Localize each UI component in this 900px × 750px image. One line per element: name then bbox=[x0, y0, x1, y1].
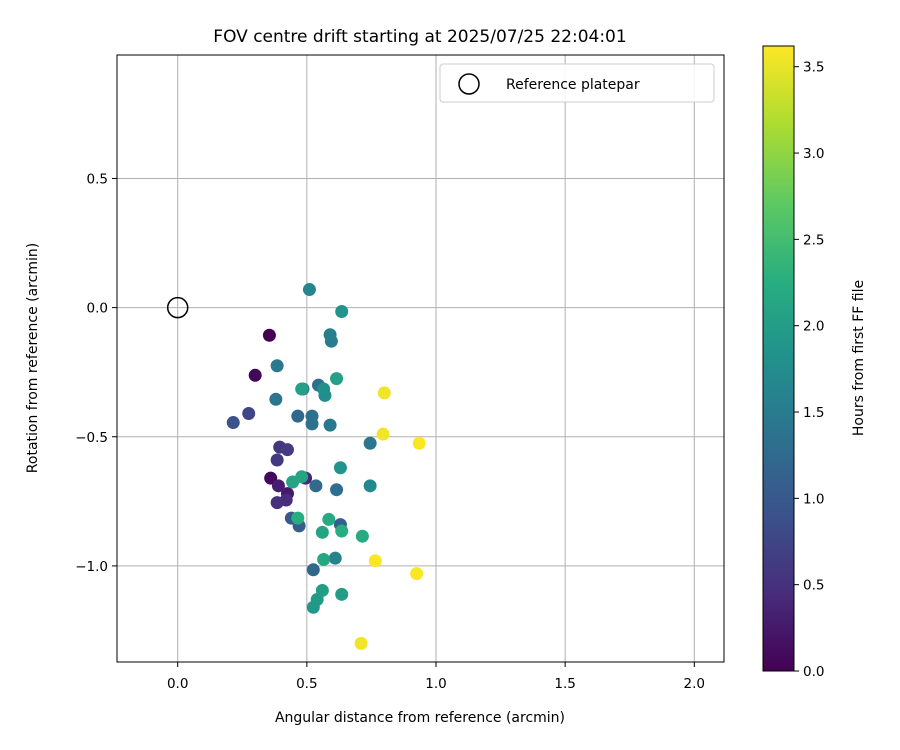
data-point bbox=[323, 328, 337, 342]
colorbar-tick-label: 2.0 bbox=[803, 319, 824, 335]
legend: Reference platepar bbox=[439, 63, 715, 103]
data-point bbox=[270, 453, 284, 467]
colorbar-tick-label: 3.0 bbox=[803, 146, 824, 162]
colorbar-tick-label: 0.5 bbox=[803, 578, 824, 594]
x-tick-label: 2.0 bbox=[684, 676, 705, 692]
data-point bbox=[295, 382, 309, 396]
x-axis-label: Angular distance from reference (arcmin) bbox=[275, 710, 565, 726]
data-point bbox=[302, 283, 316, 297]
chart-title: FOV centre drift starting at 2025/07/25 … bbox=[213, 27, 626, 47]
y-tick-label: −0.5 bbox=[75, 430, 108, 446]
data-point bbox=[335, 524, 349, 538]
data-points bbox=[226, 283, 426, 650]
data-point bbox=[317, 382, 331, 396]
colorbar-ticks: 0.0 0.5 1.0 1.5 2.0 2.5 3.0 3.5 bbox=[794, 60, 824, 680]
data-point bbox=[270, 359, 284, 373]
data-point bbox=[291, 511, 305, 525]
colorbar-label: Hours from first FF file bbox=[851, 280, 867, 436]
y-tick-label: 0.0 bbox=[87, 301, 108, 317]
y-axis: 0.5 0.0 −0.5 −1.0 bbox=[75, 171, 117, 575]
data-point bbox=[376, 427, 390, 441]
data-point bbox=[315, 525, 329, 539]
x-tick-label: 1.0 bbox=[425, 676, 446, 692]
colorbar-tick-label: 1.5 bbox=[803, 405, 824, 421]
colorbar-bar bbox=[762, 45, 795, 672]
data-point bbox=[355, 529, 369, 543]
grid bbox=[117, 55, 724, 662]
data-point bbox=[333, 461, 347, 475]
data-point bbox=[377, 386, 391, 400]
reference-platepar-marker bbox=[166, 296, 189, 319]
data-point bbox=[315, 583, 329, 597]
x-tick-label: 0.0 bbox=[167, 676, 188, 692]
x-tick-label: 0.5 bbox=[296, 676, 317, 692]
data-point bbox=[328, 551, 342, 565]
data-point bbox=[270, 496, 284, 510]
colorbar: 0.0 0.5 1.0 1.5 2.0 2.5 3.0 3.5 Hours from firs… bbox=[762, 45, 867, 680]
data-point bbox=[330, 483, 344, 497]
colorbar-tick-label: 3.5 bbox=[803, 60, 824, 76]
data-point bbox=[242, 407, 256, 421]
x-tick-label: 1.5 bbox=[554, 676, 575, 692]
data-point bbox=[363, 436, 377, 450]
data-point bbox=[323, 418, 337, 432]
data-point bbox=[291, 409, 305, 423]
data-point bbox=[317, 552, 331, 566]
plot-frame bbox=[116, 54, 725, 663]
data-point bbox=[330, 372, 344, 386]
data-point bbox=[354, 636, 368, 650]
data-point bbox=[305, 417, 319, 431]
data-point bbox=[335, 304, 349, 318]
data-point bbox=[309, 479, 323, 493]
data-point bbox=[412, 436, 426, 450]
colorbar-tick-label: 1.0 bbox=[803, 491, 824, 507]
data-point bbox=[269, 392, 283, 406]
data-point bbox=[271, 479, 285, 493]
data-point bbox=[363, 479, 377, 493]
data-point bbox=[262, 328, 276, 342]
y-axis-label: Rotation from reference (arcmin) bbox=[25, 243, 41, 473]
data-point bbox=[322, 512, 336, 526]
data-point bbox=[335, 587, 349, 601]
data-point bbox=[306, 563, 320, 577]
data-point bbox=[248, 368, 262, 382]
data-point bbox=[410, 567, 424, 581]
y-tick-label: 0.5 bbox=[87, 171, 108, 187]
legend-marker-icon bbox=[458, 73, 480, 95]
data-point bbox=[368, 554, 382, 568]
data-point bbox=[226, 416, 240, 430]
y-tick-label: −1.0 bbox=[75, 559, 108, 575]
legend-box bbox=[439, 63, 715, 103]
x-axis: 0.0 0.5 1.0 1.5 2.0 bbox=[167, 662, 705, 692]
legend-label: Reference platepar bbox=[506, 77, 640, 93]
data-point bbox=[280, 443, 294, 457]
colorbar-tick-label: 2.5 bbox=[803, 232, 824, 248]
data-point bbox=[295, 470, 309, 484]
colorbar-tick-label: 0.0 bbox=[803, 664, 824, 680]
